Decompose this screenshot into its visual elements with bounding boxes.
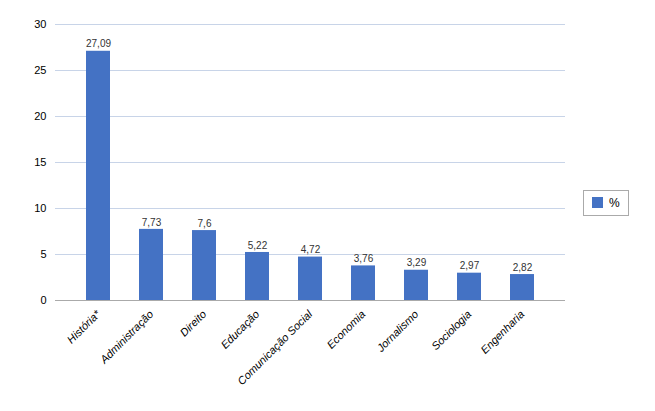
svg-text:7,73: 7,73	[142, 217, 162, 228]
svg-text:Sociologia: Sociologia	[429, 308, 473, 352]
svg-text:25: 25	[34, 64, 46, 76]
svg-text:5: 5	[40, 248, 46, 260]
svg-text:Economia: Economia	[324, 308, 367, 351]
svg-text:2,82: 2,82	[513, 262, 533, 273]
svg-text:30: 30	[34, 18, 46, 30]
svg-text:5,22: 5,22	[248, 240, 268, 251]
svg-text:7,6: 7,6	[198, 218, 212, 229]
svg-text:27,09: 27,09	[86, 38, 111, 49]
svg-text:3,76: 3,76	[354, 253, 374, 264]
svg-text:Jornalismo: Jornalismo	[374, 308, 421, 355]
svg-text:2,97: 2,97	[460, 260, 480, 271]
svg-text:Engenharia: Engenharia	[478, 308, 526, 356]
svg-text:4,72: 4,72	[301, 244, 321, 255]
svg-text:20: 20	[34, 110, 46, 122]
svg-text:Comunicação Social: Comunicação Social	[235, 307, 315, 387]
svg-text:10: 10	[34, 202, 46, 214]
svg-text:15: 15	[34, 156, 46, 168]
svg-text:Educação: Educação	[218, 308, 261, 351]
svg-text:Direito: Direito	[177, 308, 208, 339]
svg-text:História*: História*	[65, 307, 103, 345]
svg-text:0: 0	[40, 294, 46, 306]
svg-text:3,29: 3,29	[407, 257, 427, 268]
svg-text:Administração: Administração	[97, 308, 155, 366]
